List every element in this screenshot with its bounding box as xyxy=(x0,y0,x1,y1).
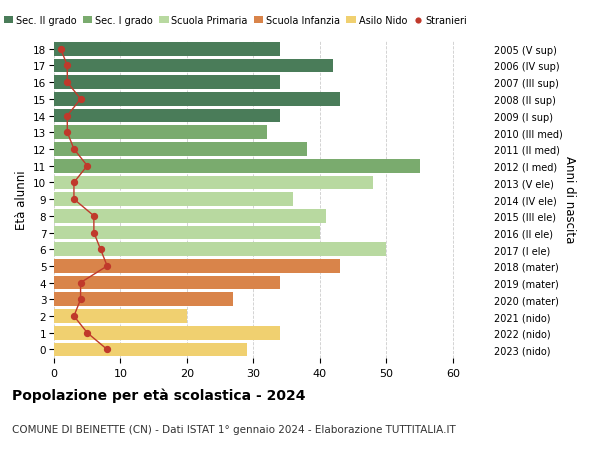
Text: Popolazione per età scolastica - 2024: Popolazione per età scolastica - 2024 xyxy=(12,388,305,403)
Text: COMUNE DI BEINETTE (CN) - Dati ISTAT 1° gennaio 2024 - Elaborazione TUTTITALIA.I: COMUNE DI BEINETTE (CN) - Dati ISTAT 1° … xyxy=(12,425,456,435)
Bar xyxy=(54,259,340,273)
Bar xyxy=(54,343,247,357)
Point xyxy=(89,230,98,237)
Bar xyxy=(54,60,333,73)
Bar xyxy=(54,143,307,157)
Bar xyxy=(54,76,280,90)
Bar xyxy=(54,110,280,123)
Point xyxy=(69,179,79,187)
Bar xyxy=(54,43,280,56)
Bar xyxy=(54,93,340,106)
Y-axis label: Anni di nascita: Anni di nascita xyxy=(563,156,576,243)
Point xyxy=(76,296,85,303)
Bar xyxy=(54,209,326,223)
Bar xyxy=(54,326,280,340)
Point xyxy=(56,46,65,53)
Point xyxy=(82,330,92,337)
Bar xyxy=(54,293,233,307)
Point xyxy=(76,96,85,103)
Legend: Sec. II grado, Sec. I grado, Scuola Primaria, Scuola Infanzia, Asilo Nido, Stran: Sec. II grado, Sec. I grado, Scuola Prim… xyxy=(0,12,471,30)
Point xyxy=(76,280,85,287)
Bar xyxy=(54,309,187,323)
Bar xyxy=(54,276,280,290)
Point xyxy=(89,213,98,220)
Y-axis label: Età alunni: Età alunni xyxy=(14,170,28,230)
Point xyxy=(82,162,92,170)
Point xyxy=(103,346,112,353)
Bar xyxy=(54,126,266,140)
Point xyxy=(62,129,72,137)
Bar xyxy=(54,176,373,190)
Bar xyxy=(54,226,320,240)
Point xyxy=(69,146,79,153)
Bar xyxy=(54,159,419,173)
Point xyxy=(62,112,72,120)
Bar xyxy=(54,243,386,257)
Point xyxy=(103,263,112,270)
Bar xyxy=(54,193,293,207)
Point xyxy=(69,313,79,320)
Point xyxy=(69,196,79,203)
Point xyxy=(62,62,72,70)
Point xyxy=(62,79,72,87)
Point xyxy=(96,246,106,253)
